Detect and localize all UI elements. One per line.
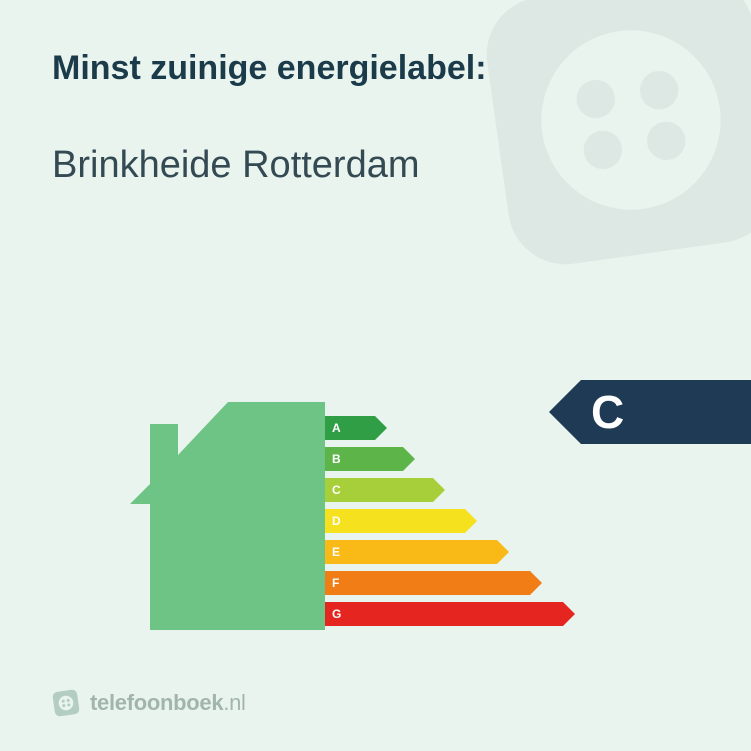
energy-bar bbox=[325, 540, 509, 564]
rating-arrow-tip bbox=[549, 380, 581, 444]
rating-value: C bbox=[591, 385, 624, 439]
energy-bar-tip bbox=[375, 416, 387, 440]
energy-bar-body bbox=[325, 571, 530, 595]
energy-bar bbox=[325, 602, 575, 626]
energy-bar-tip bbox=[433, 478, 445, 502]
energy-bar-label: E bbox=[332, 540, 340, 564]
energy-label-card: Minst zuinige energielabel: Brinkheide R… bbox=[0, 0, 751, 751]
energy-bar bbox=[325, 571, 542, 595]
energy-bar-label: A bbox=[332, 416, 341, 440]
energy-bar-body bbox=[325, 540, 497, 564]
footer-brand: telefoonboek.nl bbox=[90, 690, 246, 716]
energy-bar-tip bbox=[530, 571, 542, 595]
rating-arrow: C bbox=[549, 380, 751, 444]
energy-bar bbox=[325, 478, 445, 502]
house-icon bbox=[130, 400, 325, 632]
footer-logo-icon bbox=[52, 689, 80, 717]
energy-bar-label: G bbox=[332, 602, 341, 626]
energy-bar-label: D bbox=[332, 509, 341, 533]
energy-bar-body bbox=[325, 509, 465, 533]
energy-bar-label: B bbox=[332, 447, 341, 471]
energy-bar-label: F bbox=[332, 571, 339, 595]
energy-bar-tip bbox=[563, 602, 575, 626]
rating-arrow-body: C bbox=[581, 380, 751, 444]
energy-bar-body bbox=[325, 478, 433, 502]
energy-bar-body bbox=[325, 602, 563, 626]
energy-bar-tip bbox=[403, 447, 415, 471]
energy-bar-tip bbox=[465, 509, 477, 533]
energy-bar bbox=[325, 509, 477, 533]
footer-brand-name: telefoonboek bbox=[90, 690, 223, 715]
energy-bar-label: C bbox=[332, 478, 341, 502]
footer: telefoonboek.nl bbox=[52, 689, 246, 717]
footer-domain: .nl bbox=[223, 690, 245, 715]
watermark-icon bbox=[450, 0, 751, 301]
energy-bar-tip bbox=[497, 540, 509, 564]
